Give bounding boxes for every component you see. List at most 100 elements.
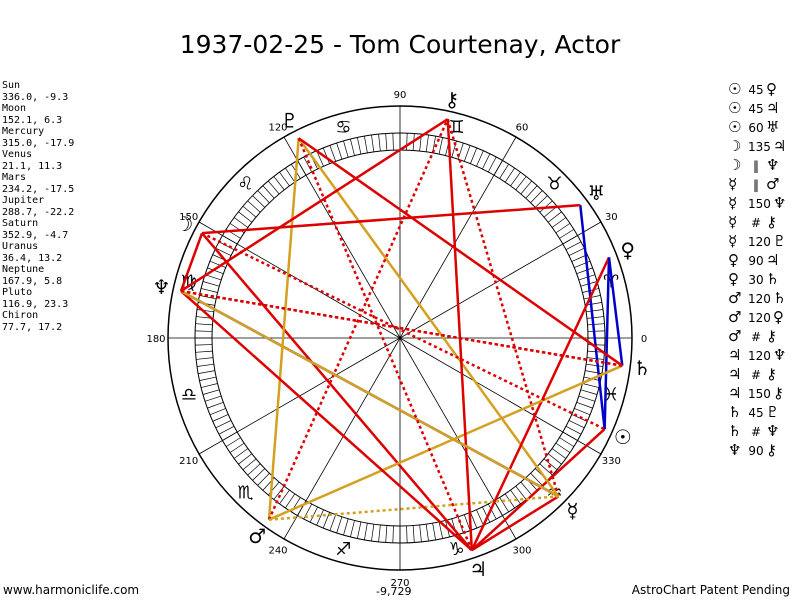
position-name-neptune: Neptune [2,264,45,275]
position-value-saturn: 352.9, -4.7 [2,229,69,241]
degree-tick [515,485,527,500]
aspect-planet-b: ♆ [766,422,780,440]
degree-tick [476,150,484,167]
position-name-pluto: Pluto [2,287,33,298]
degree-label: 60 [516,123,529,134]
aspect-planet-b: ♆ [772,194,787,212]
zodiac-sign-glyph: ♋ [335,117,351,138]
degree-tick [195,344,213,346]
aspect-row: ♄ 45 ♇ [728,403,791,422]
aspect-row: ♀ 30 ♄ [728,270,791,289]
degree-tick [218,241,235,251]
aspect-row: ☉ 45 ♃ [728,99,791,118]
position-value-venus: 21.1, 11.3 [2,160,63,172]
degree-label: 210 [179,456,198,467]
degree-tick [233,448,249,459]
degree-tick [470,147,478,164]
aspect-planet-a: ♃ [728,346,742,364]
zodiac-sign-glyph: ♑ [448,539,464,560]
aspect-line [180,290,473,552]
aspect-planet-b: ♀ [772,308,784,326]
degree-tick [457,142,464,160]
aspect-value: 120 [748,349,771,363]
aspect-planet-b: ♆ [766,156,780,174]
aspect-planet-a: ♆ [728,441,742,459]
degree-tick [209,408,226,416]
aspect-value: 120 [748,235,771,249]
aspect-row: ♄ # ♆ [728,422,791,441]
degree-tick [279,171,290,187]
degree-tick [504,167,515,183]
aspect-planet-a: ♂ [728,289,742,307]
aspect-planet-a: ☉ [728,118,742,136]
degree-tick [371,524,375,542]
degree-tick [371,134,375,152]
aspect-line [180,289,623,367]
aspect-line [470,256,611,551]
planet-glyph-sun: ☉ [614,425,632,449]
aspect-planet-a: ♀ [728,270,739,288]
degree-label: 150 [179,212,198,223]
degree-tick [587,330,605,332]
degree-tick [285,493,296,509]
degree-tick [196,363,214,367]
degree-tick [547,453,562,465]
degree-tick [204,274,222,281]
degree-tick [576,401,593,409]
degree-tick [204,395,222,402]
degree-tick [343,140,349,158]
aspect-line [180,118,449,293]
degree-tick [385,525,388,543]
degree-tick [555,442,571,453]
planet-glyph-jupiter: ♃ [469,557,487,581]
degree-tick [198,370,215,374]
aspect-row: ☿ 120 ♇ [728,232,791,251]
degree-tick [229,442,245,453]
aspect-planet-a: ☉ [728,80,742,98]
aspect-planet-a: ♄ [728,403,742,421]
aspect-value: 90 [748,254,764,268]
degree-tick [565,241,582,251]
degree-tick [510,489,521,505]
degree-tick [378,524,381,542]
degree-tick [543,458,558,471]
degree-tick [576,267,593,275]
degree-tick [350,139,355,156]
aspect-value: 150 [748,387,771,401]
degree-tick [309,506,318,523]
aspect-planet-b: ⚷ [766,441,777,459]
degree-tick [207,401,224,409]
aspect-value: ‖ [753,159,759,173]
aspect-planet-a: ♄ [728,422,742,440]
aspect-row: ☽ 135 ♃ [728,137,791,156]
planet-glyph-neptune: ♆ [152,275,170,299]
degree-tick [510,171,521,187]
degree-tick [279,489,290,505]
degree-tick [242,205,257,218]
aspect-planet-a: ☉ [728,99,742,117]
planet-glyph-chiron: ⚷ [445,88,460,112]
aspect-planet-b: ⚷ [766,365,777,383]
degree-tick [419,524,422,542]
aspect-planet-b: ♄ [766,270,780,288]
degree-tick [201,383,218,388]
degree-tick [582,383,599,388]
position-name-moon: Moon [2,103,27,114]
degree-label: 90 [394,90,407,101]
degree-tick [329,145,337,162]
aspect-planet-a: ☿ [728,194,738,212]
degree-tick [273,176,285,191]
aspect-value: 30 [748,273,764,287]
degree-label: 120 [268,123,287,134]
aspect-line [297,137,473,551]
degree-tick [202,281,220,287]
footer-site[interactable]: www.harmoniclife.com [3,583,140,597]
aspect-line [297,137,624,367]
center-value: -9,729 [376,585,412,598]
degree-label: 330 [602,456,621,467]
degree-tick [238,211,253,223]
degree-tick [586,357,604,360]
degree-tick [520,180,533,195]
degree-tick [392,525,394,543]
